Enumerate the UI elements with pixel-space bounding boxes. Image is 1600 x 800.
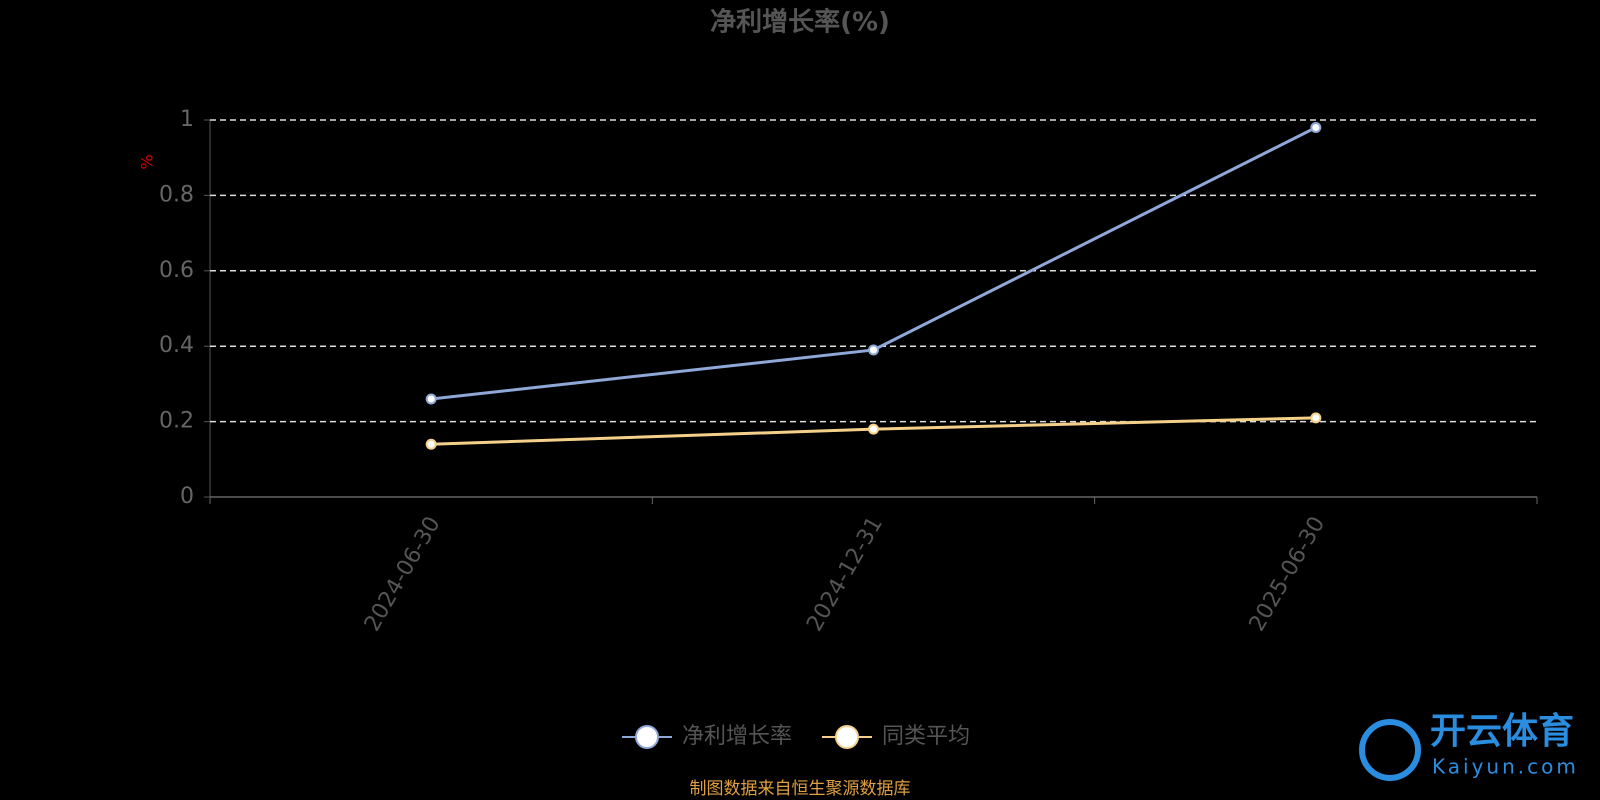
y-tick-label: 1 (180, 107, 194, 132)
y-tick-label: 0.6 (159, 258, 194, 283)
watermark-name: 开云体育 (1430, 711, 1574, 752)
watermark-site: Kaiyun.com (1432, 755, 1579, 779)
data-point (425, 438, 437, 450)
legend-item[interactable]: 净利增长率 (622, 724, 792, 749)
legend-label: 同类平均 (882, 724, 970, 749)
legend-marker (635, 725, 659, 749)
data-point (425, 393, 437, 405)
y-tick-label: 0 (180, 484, 194, 509)
chart-title: 净利增长率(%) (710, 7, 890, 38)
y-tick-label: 0.4 (159, 333, 194, 358)
legend-item[interactable]: 同类平均 (822, 724, 970, 749)
legend-label: 净利增长率 (682, 724, 792, 749)
y-axis-label: % (138, 154, 157, 169)
data-point (1310, 122, 1322, 134)
data-point (868, 423, 879, 435)
y-tick-label: 0.8 (159, 182, 194, 207)
legend-marker (835, 725, 859, 749)
watermark: 开云体育 Kaiyun.com (1359, 711, 1579, 781)
data-point (1310, 412, 1322, 424)
logo-icon (1359, 719, 1421, 781)
y-tick-label: 0.2 (159, 409, 194, 434)
source-note: 制图数据来自恒生聚源数据库 (690, 779, 911, 799)
data-point (868, 344, 879, 356)
